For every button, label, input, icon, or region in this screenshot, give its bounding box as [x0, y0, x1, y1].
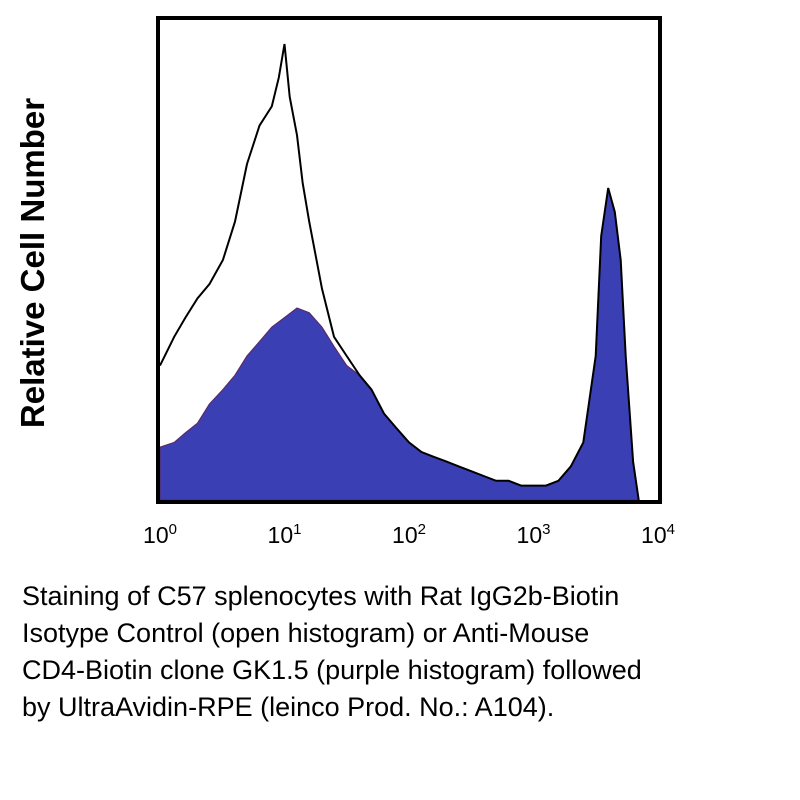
- caption-line: CD4-Biotin clone GK1.5 (purple histogram…: [22, 655, 642, 685]
- caption-line: by UltraAvidin-RPE (leinco Prod. No.: A1…: [22, 692, 555, 722]
- x-tick-label: 104: [641, 521, 675, 548]
- x-tick-label: 100: [143, 521, 177, 548]
- x-tick-label: 103: [517, 521, 551, 548]
- x-tick-label: 101: [268, 521, 302, 548]
- open-histogram-series: [159, 43, 640, 501]
- series-layer: [159, 43, 640, 501]
- caption-line: Isotype Control (open histogram) or Anti…: [22, 618, 590, 648]
- x-tick-label: 102: [392, 521, 426, 548]
- figure-caption: Staining of C57 splenocytes with Rat IgG…: [22, 578, 792, 726]
- caption-line: Staining of C57 splenocytes with Rat IgG…: [22, 581, 620, 611]
- y-axis-label: Relative Cell Number: [14, 97, 51, 429]
- x-tick-layer: 100 101 102 103 104: [143, 521, 675, 548]
- plot-frame: [156, 16, 662, 504]
